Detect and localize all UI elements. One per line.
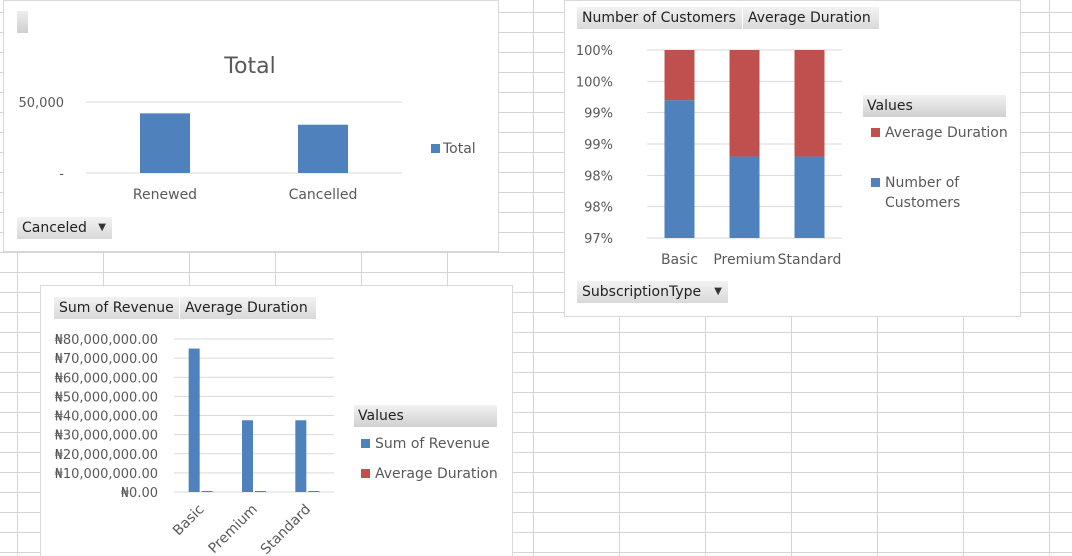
x-tick-label: Premium (713, 252, 775, 268)
legend-item-average-duration: Average Duration (871, 123, 1011, 143)
y-tick-label: 99% (584, 107, 613, 122)
bar-customers-standard (794, 156, 825, 238)
legend-title: Values (354, 405, 497, 427)
average-duration-button[interactable]: Average Duration (743, 7, 879, 29)
chart-customers-svg: 97% 98% 98% 99% 99% 100% 100% Basic Premium Stand… (576, 44, 842, 268)
subscription-type-filter-button[interactable]: SubscriptionType ▼ (577, 281, 728, 303)
x-tick-label: Basic (170, 502, 208, 540)
legend-label-average-duration: Average Duration (885, 125, 1008, 141)
bar-cancelled (298, 124, 348, 173)
legend-swatch-total (431, 144, 440, 153)
bar-duration-basic (201, 491, 213, 492)
bar-duration-standard (308, 491, 320, 492)
chart-total-svg: Total - 50,000 Renewed Cancelled Total (19, 54, 476, 203)
y-tick-label: 98% (584, 169, 613, 184)
y-tick-label: - (59, 167, 64, 182)
legend-item-sum-of-revenue: Sum of Revenue (361, 434, 501, 454)
x-tick-label: Premium (205, 502, 260, 556)
dropdown-arrow-icon[interactable]: ▼ (714, 286, 722, 297)
chart-revenue-svg: ₦0.00 ₦10,000,000.00 ₦20,000,000.00 ₦30,000… (55, 333, 334, 556)
bar-customers-basic (664, 100, 695, 238)
canceled-filter-button[interactable]: Canceled ▼ (17, 217, 112, 239)
y-tick-label: 97% (584, 232, 613, 247)
legend-swatch-red (871, 128, 880, 137)
y-tick-label: ₦70,000,000.00 (55, 352, 158, 367)
bar-duration-premium (255, 491, 266, 492)
legend-title: Values (863, 95, 1006, 117)
y-tick-label: ₦20,000,000.00 (55, 448, 158, 463)
y-tick-label: ₦60,000,000.00 (55, 371, 158, 386)
sum-of-revenue-button[interactable]: Sum of Revenue (54, 297, 179, 319)
y-tick-label: ₦40,000,000.00 (55, 410, 158, 425)
x-tick-label: Renewed (133, 187, 197, 203)
bar-renewed (140, 113, 190, 173)
y-tick-label: 100% (576, 75, 613, 90)
chart-customers-panel[interactable]: Number of Customers Average Duration 97%… (564, 0, 1021, 317)
bar-revenue-basic (188, 348, 200, 492)
bar-revenue-standard (295, 420, 307, 492)
y-tick-label: ₦80,000,000.00 (55, 333, 158, 348)
x-tick-label: Cancelled (289, 187, 358, 203)
number-of-customers-button[interactable]: Number of Customers (577, 7, 742, 29)
y-tick-label: ₦10,000,000.00 (55, 467, 158, 482)
bar-duration-standard (794, 50, 825, 157)
chart-total-panel[interactable]: Total - 50,000 Renewed Cancelled Total Cancel… (3, 0, 499, 252)
chart-revenue-panel[interactable]: Sum of Revenue Average Duration ₦0.00 ₦10… (40, 285, 513, 556)
legend-swatch-blue (361, 439, 370, 448)
chart-title: Total (223, 54, 275, 79)
x-tick-label: Standard (778, 252, 842, 268)
average-duration-button[interactable]: Average Duration (180, 297, 316, 319)
legend-label-number-of-customers: Number of Customers (885, 175, 961, 211)
legend-swatch-blue (871, 178, 880, 187)
subscription-type-label: SubscriptionType (582, 284, 702, 300)
legend-label-average-duration: Average Duration (375, 466, 498, 482)
bar-customers-premium (729, 156, 760, 238)
y-tick-label: 99% (584, 138, 613, 153)
legend-label-sum-of-revenue: Sum of Revenue (375, 436, 490, 452)
x-tick-label: Standard (258, 502, 314, 556)
legend-item-average-duration: Average Duration (361, 464, 501, 484)
canceled-filter-label: Canceled (22, 220, 87, 236)
dropdown-arrow-icon[interactable]: ▼ (98, 222, 106, 233)
legend-item-number-of-customers: Number of Customers (871, 173, 990, 213)
y-tick-label: 50,000 (19, 96, 65, 111)
legend-swatch-red (361, 469, 370, 478)
y-tick-label: 100% (576, 44, 613, 59)
y-tick-label: 98% (584, 201, 613, 216)
legend-label-total: Total (442, 141, 476, 157)
bar-duration-basic (664, 50, 695, 101)
bar-duration-premium (729, 50, 760, 157)
chart-handle[interactable] (17, 11, 28, 33)
y-tick-label: ₦30,000,000.00 (55, 429, 158, 444)
y-tick-label: ₦0.00 (121, 486, 158, 501)
x-tick-label: Basic (661, 252, 698, 268)
y-tick-label: ₦50,000,000.00 (55, 390, 158, 405)
bar-revenue-premium (242, 420, 253, 492)
